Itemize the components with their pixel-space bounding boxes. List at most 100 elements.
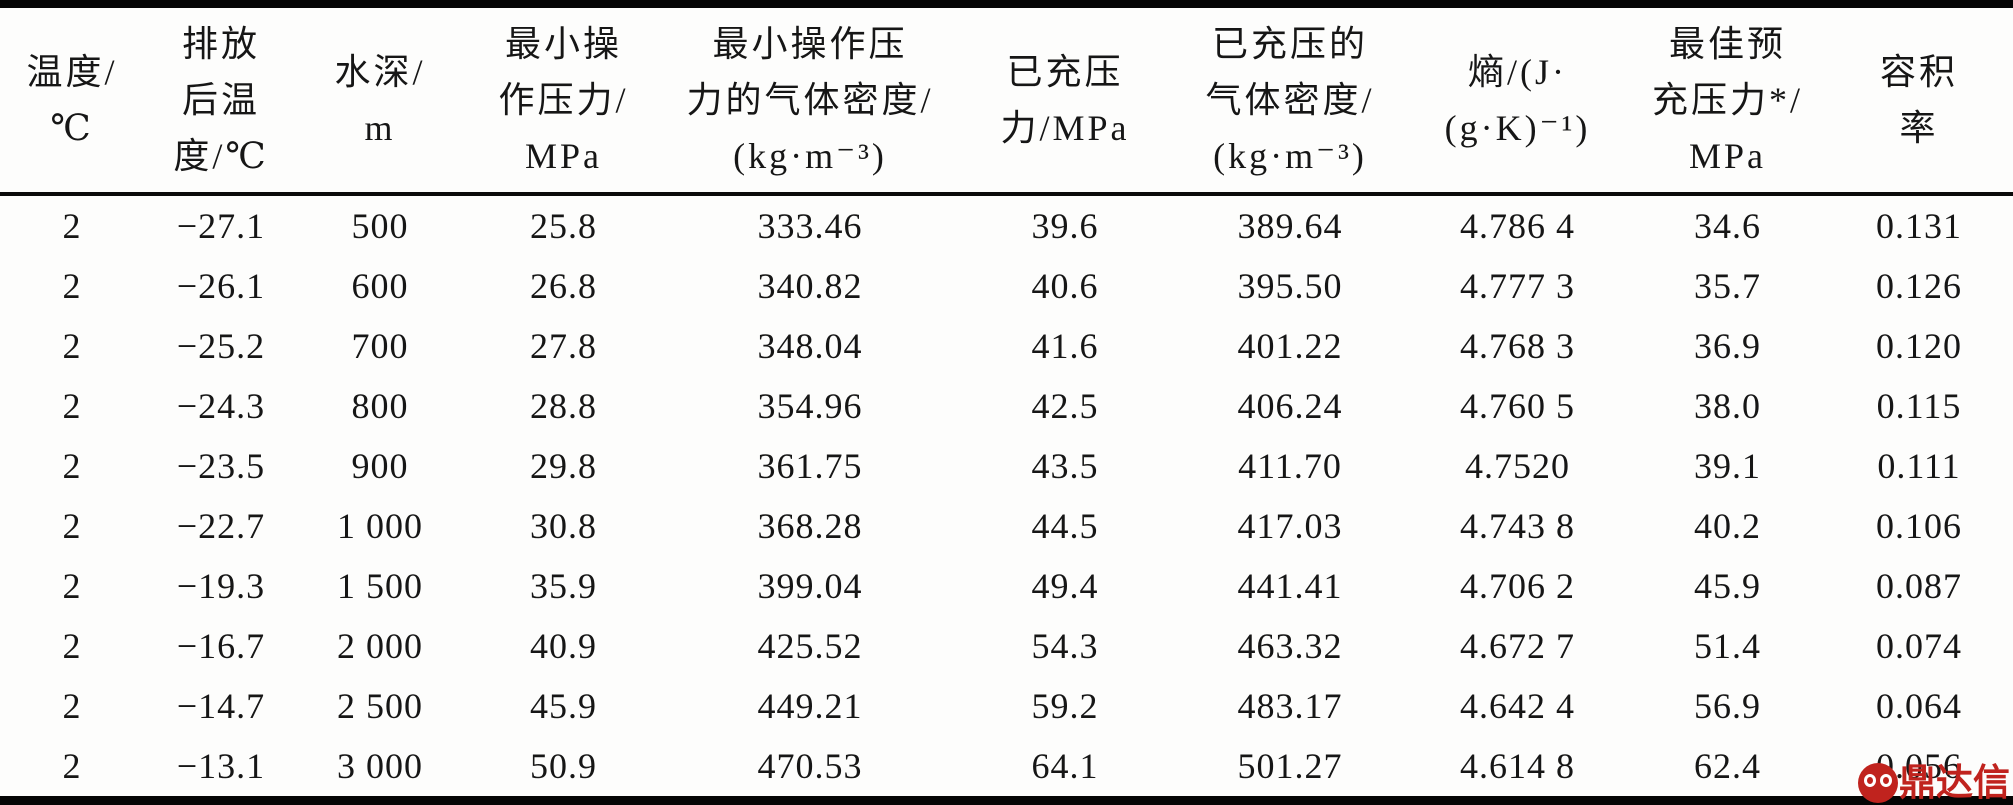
header-line: 已充压的 [1211,24,1368,64]
table-cell: 26.8 [530,266,597,306]
table-cell: −25.2 [176,326,266,366]
table-cell: 59.2 [1031,686,1099,726]
table-cell: −26.1 [176,266,266,306]
header-cell-charged-pressure: 已充压 力/MPa [955,4,1175,196]
table-cell: 4.777 3 [1460,266,1575,306]
table-cell: 2 [62,326,82,366]
header-line: 熵/(J· [1468,52,1567,92]
header-line: 最佳预 [1668,24,1786,64]
table-cell: 500 [351,206,409,246]
header-line: (kg·m⁻³) [733,136,887,176]
table-cell: −19.3 [176,566,266,606]
table-cell: 2 000 [337,626,423,666]
table-cell: 4.7520 [1465,446,1570,486]
table-cell: 28.8 [530,386,597,426]
table-cell: 49.4 [1031,566,1099,606]
table-cell: 441.41 [1237,566,1343,606]
table-cell: 3 000 [337,746,423,786]
table-row: 2 −27.1 500 25.8 333.46 39.6 389.64 4.786 4 34.6… [0,194,2013,256]
table-cell: 2 [62,506,82,546]
table-cell: 2 [62,626,82,666]
table-cell: 348.04 [757,326,863,366]
table-cell: 62.4 [1694,746,1761,786]
table-cell: 470.53 [757,746,863,786]
table-cell: 2 500 [337,686,423,726]
table-cell: 4.760 5 [1460,386,1575,426]
table-cell: 425.52 [757,626,863,666]
table-cell: 0.087 [1876,566,1962,606]
table-cell: 38.0 [1694,386,1761,426]
table-cell: 0.115 [1876,386,1962,426]
table-cell: 401.22 [1237,326,1343,366]
table-cell: 463.32 [1237,626,1343,666]
table-cell: 389.64 [1237,206,1343,246]
header-line: (kg·m⁻³) [1213,136,1367,176]
table-cell: 54.3 [1031,626,1099,666]
table-cell: 800 [351,386,409,426]
table-cell: 0.131 [1876,206,1962,246]
table-cell: 2 [62,266,82,306]
table-cell: 4.642 4 [1460,686,1575,726]
table-cell: 25.8 [530,206,597,246]
table-cell: 44.5 [1031,506,1099,546]
header-cell-charged-gas-density: 已充压的 气体密度/ (kg·m⁻³) [1175,4,1405,196]
table-cell: 64.1 [1031,746,1099,786]
table-cell: 354.96 [757,386,863,426]
header-line: MPa [1688,136,1766,176]
header-cell-min-operating-pressure: 最小操 作压力/ MPa [462,4,665,196]
header-line: 充压力*/ [1651,80,1803,120]
header-line: 容积 [1879,52,1958,92]
header-line: ℃ [50,108,94,148]
header-cell-optimal-precharge-pressure: 最佳预 充压力*/ MPa [1630,4,1825,196]
header-row: 温度/ ℃ 排放 后温 度/℃ 水深/ m 最小操 作压力/ MPa [0,4,2013,196]
table-cell: 411.70 [1238,446,1342,486]
table-row: 2 −22.7 1 000 30.8 368.28 44.5 417.03 4.743 8 40… [0,496,2013,556]
header-cell-post-discharge-temperature: 排放 后温 度/℃ [144,4,298,196]
table-cell: 40.6 [1031,266,1099,306]
header-line: 气体密度/ [1205,80,1375,120]
header-line: 度/℃ [173,136,269,176]
header-line: MPa [524,136,602,176]
header-cell-temperature: 温度/ ℃ [0,4,144,196]
table-row: 2 −16.7 2 000 40.9 425.52 54.3 463.32 4.672 7 51… [0,616,2013,676]
header-line: 后温 [181,80,260,120]
table-cell: 42.5 [1031,386,1099,426]
table-cell: 1 000 [337,506,423,546]
header-line: 力/MPa [1000,108,1130,148]
table-cell: 0.064 [1876,686,1962,726]
header-line: (g·K)⁻¹) [1444,108,1591,148]
table-cell: 4.743 8 [1460,506,1575,546]
watermark-logo-icon [1858,763,1898,803]
table-cell: 399.04 [757,566,863,606]
table-cell: 0.111 [1877,446,1961,486]
table-cell: −14.7 [176,686,266,726]
table-cell: 27.8 [530,326,597,366]
table-cell: 34.6 [1694,206,1761,246]
watermark-text: 鼎达信 [1899,762,2010,803]
header-cell-volume-ratio: 容积 率 [1825,4,2013,196]
table-cell: 29.8 [530,446,597,486]
table-row: 2 −24.3 800 28.8 354.96 42.5 406.24 4.760 5 38.0… [0,376,2013,436]
table-cell: 4.672 7 [1460,626,1575,666]
table-cell: −13.1 [176,746,266,786]
header-line: m [364,108,396,148]
header-line: 最小操 [504,24,622,64]
table-cell: 2 [62,446,82,486]
header-line: 已充压 [1006,52,1124,92]
table-cell: 340.82 [757,266,863,306]
table-cell: 2 [62,746,82,786]
table-cell: 1 500 [337,566,423,606]
table-cell: 56.9 [1694,686,1761,726]
table-cell: 39.6 [1031,206,1099,246]
table-cell: 45.9 [530,686,597,726]
table-cell: 0.126 [1876,266,1962,306]
watermark: 鼎达信 [1858,763,2010,803]
table-cell: 2 [62,206,82,246]
table-cell: 30.8 [530,506,597,546]
table-cell: 700 [351,326,409,366]
table-cell: 50.9 [530,746,597,786]
table-cell: 43.5 [1031,446,1099,486]
header-line: 温度/ [26,52,118,92]
header-cell-entropy: 熵/(J· (g·K)⁻¹) [1405,4,1630,196]
table-cell: 35.7 [1694,266,1761,306]
